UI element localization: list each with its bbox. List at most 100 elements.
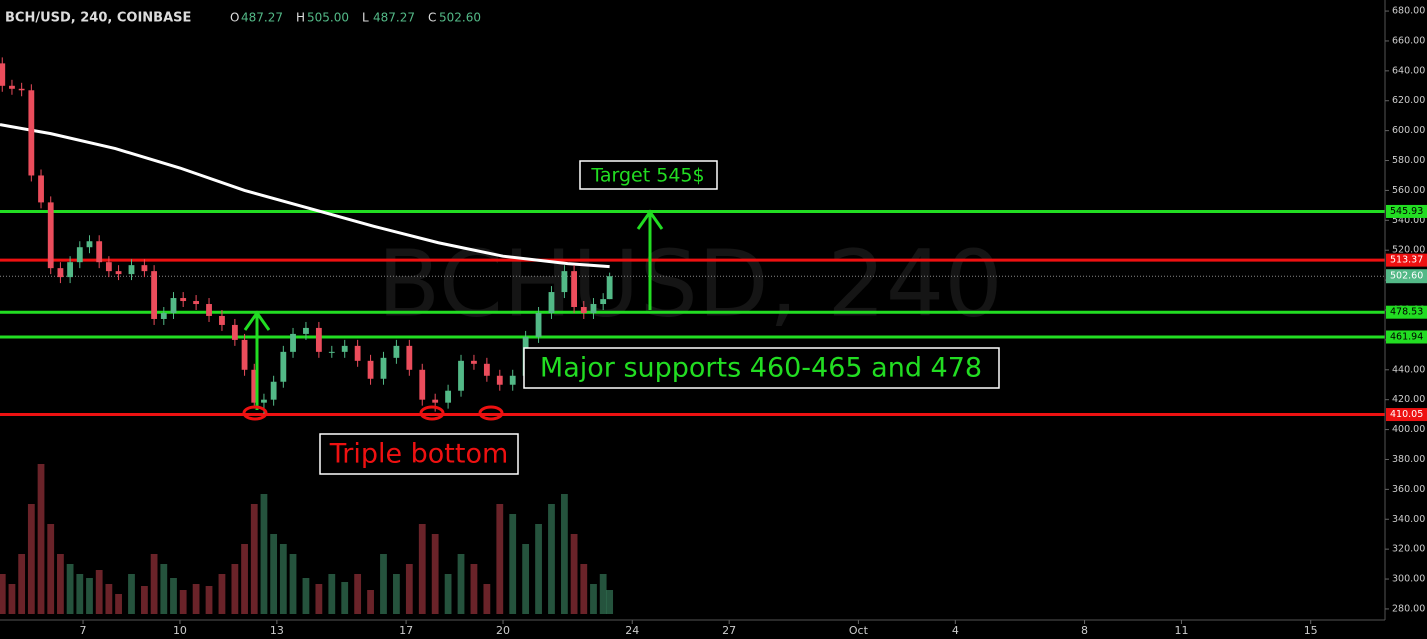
level-tag-label: 513.37 (1390, 255, 1423, 266)
candle-body (590, 304, 597, 313)
annotation: Major supports 460-465 and 478 (540, 353, 982, 384)
y-tick-label: 640.00 (1392, 65, 1425, 76)
candle-body (600, 299, 607, 305)
candle-body (151, 271, 158, 319)
candle-body (406, 345, 413, 370)
volume-bar (315, 584, 323, 614)
volume-bar (115, 594, 122, 614)
candle-body (571, 271, 578, 308)
y-tick-label: 320.00 (1392, 544, 1425, 555)
volume-bar (95, 570, 103, 614)
volume-bar (393, 574, 400, 614)
marker (478, 405, 504, 421)
volume-bar (548, 504, 555, 614)
marker (419, 405, 445, 421)
candle-body (341, 345, 348, 352)
volume-bar (47, 524, 55, 614)
candle-body (18, 88, 25, 91)
volume-bar (192, 584, 200, 614)
x-tick-label: 4 (952, 624, 959, 637)
volume-bar (341, 582, 349, 614)
volume-bar (483, 584, 491, 614)
volume-bar (431, 534, 439, 614)
volume-bar (522, 544, 530, 614)
last-price-tag (1386, 269, 1427, 284)
ohlc-value: 502.60 (439, 11, 481, 25)
volume-bar (289, 554, 297, 614)
x-tick-label: 17 (399, 624, 413, 637)
watermark: BCHUSD, 240 (377, 230, 1003, 337)
candle-body (471, 360, 477, 364)
candle-body (606, 276, 613, 300)
axes: 280.00 300.00 320.00 340.00 360.00 380.00 400.… (80, 6, 1427, 637)
candle-body (206, 304, 212, 316)
volume-bar (150, 554, 158, 614)
volume-bar (470, 564, 478, 614)
y-tick-label: 620.00 (1392, 95, 1425, 106)
level-tag-label: 545.93 (1390, 206, 1423, 217)
volume-bar (580, 564, 588, 614)
volume-bar (509, 514, 517, 614)
volume-bar (457, 554, 465, 614)
candle-body (128, 265, 135, 275)
y-tick-label: 680.00 (1392, 6, 1425, 17)
ohlc-key: L (362, 11, 369, 25)
volume-bar (218, 574, 226, 614)
y-tick-label: 520.00 (1392, 245, 1425, 256)
candle-body (67, 262, 74, 278)
candle-body (231, 324, 238, 340)
x-tick-label: 8 (1081, 624, 1088, 637)
candle-body (280, 351, 287, 382)
volume-bar (535, 524, 542, 614)
ohlc-key: O (230, 11, 239, 25)
candle-body (38, 175, 44, 203)
volume-bar (561, 494, 568, 614)
annotation: Target 545$ (590, 165, 704, 187)
candle-body (160, 312, 167, 319)
candle-body (354, 345, 361, 361)
volume-bar (231, 564, 239, 614)
volume-bar (66, 564, 74, 614)
candle-body (496, 375, 503, 385)
level-tag (1386, 253, 1427, 267)
level-tag-label: 410.05 (1390, 409, 1423, 420)
chart-title: BCH/USD, 240, COINBASE (5, 11, 191, 26)
y-tick-label: 580.00 (1392, 155, 1425, 166)
level-tag (1386, 330, 1427, 344)
volume-bar (105, 584, 113, 614)
candle-body (96, 241, 103, 263)
candle-body (367, 360, 374, 379)
y-tick-label: 400.00 (1392, 424, 1425, 435)
volume-bar (241, 544, 248, 614)
candle-body (580, 307, 587, 313)
candle-body (303, 327, 309, 334)
x-tick-label: 24 (625, 624, 639, 637)
volume-bar (160, 564, 168, 614)
volume-bar (444, 574, 452, 614)
x-tick-label: 7 (80, 624, 87, 637)
y-tick-label: 360.00 (1392, 484, 1425, 495)
volume-bar (8, 584, 16, 614)
candle-body (115, 271, 122, 275)
arrows (243, 209, 664, 410)
y-tick-label: 380.00 (1392, 454, 1425, 465)
volume-bar (170, 578, 177, 614)
volume-bar (18, 554, 26, 614)
price-axis (1385, 0, 1427, 639)
candle-body (170, 298, 177, 313)
x-tick-label: 15 (1304, 624, 1318, 637)
volume-bar (418, 524, 426, 614)
candle-body (315, 327, 322, 352)
volume-bar (57, 554, 64, 614)
candle-body (28, 90, 35, 176)
last-price-label: 502.60 (1390, 271, 1423, 282)
y-tick-label: 440.00 (1392, 364, 1425, 375)
candle-body (535, 312, 542, 337)
candle-body (509, 375, 516, 385)
x-tick-label: 11 (1174, 624, 1188, 637)
annotation-box (319, 433, 519, 475)
candle-body (328, 351, 335, 353)
ohlc-value: 487.27 (373, 11, 415, 25)
level-tag (1386, 408, 1427, 422)
volume-bar (205, 586, 213, 614)
